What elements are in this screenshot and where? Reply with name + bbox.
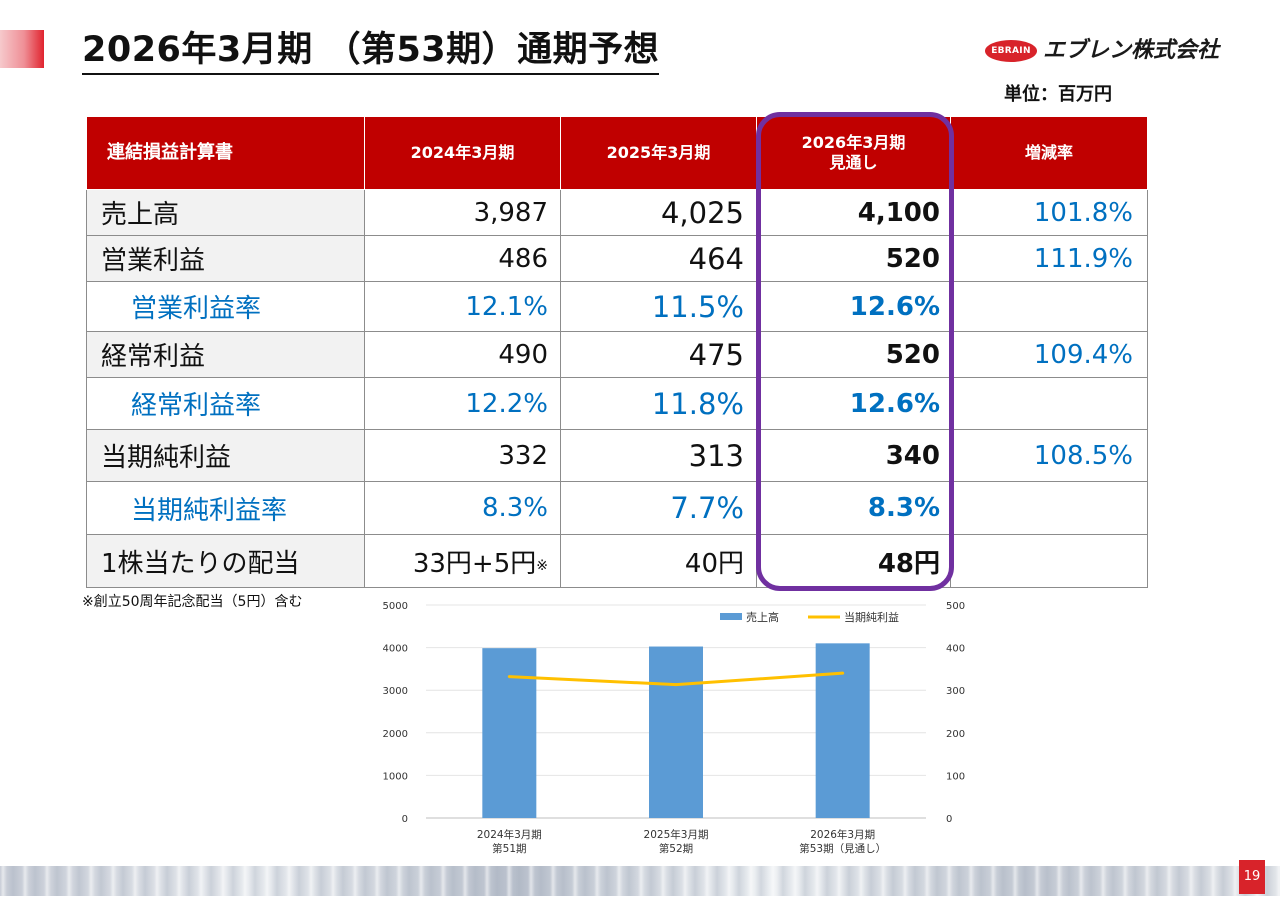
row-label: 売上高: [86, 189, 365, 236]
table-row: 当期純利益 332 313 340 108.5%: [86, 429, 1148, 482]
value-change-rate: 108.5%: [950, 429, 1148, 482]
value-change-rate: [950, 534, 1148, 588]
value-change-rate: 109.4%: [950, 331, 1148, 378]
legend-label: 売上高: [746, 610, 779, 624]
value-change-rate: 111.9%: [950, 235, 1148, 282]
value-fy2024: 332: [364, 429, 561, 482]
value-fy2024: 3,987: [364, 189, 561, 236]
company-logo: EBRAIN エブレン株式会社: [985, 36, 1235, 66]
income-statement-table: 連結損益計算書 2024年3月期 2025年3月期 2026年3月期 見通し 増減…: [86, 116, 1148, 588]
title-accent-bar: [0, 30, 44, 68]
footnote: ※創立50周年記念配当（5円）含む: [82, 594, 303, 610]
value-fy2025: 475: [560, 331, 757, 378]
x-tick-label: 2024年3月期: [477, 828, 542, 841]
footnote-mark: ※: [536, 557, 548, 574]
value-fy2026: 8.3%: [756, 481, 951, 535]
value-fy2024: 33円+5円※: [364, 534, 561, 588]
value-fy2026: 12.6%: [756, 377, 951, 430]
table-header-row: 連結損益計算書 2024年3月期 2025年3月期 2026年3月期 見通し 増減…: [86, 116, 1148, 190]
row-label: 経常利益: [86, 331, 365, 378]
table-row: 1株当たりの配当 33円+5円※ 40円 48円: [86, 534, 1148, 588]
y-right-tick-label: 400: [946, 644, 965, 655]
value-fy2024: 12.2%: [364, 377, 561, 430]
header-fy2026-period: 2026年3月期: [801, 133, 906, 152]
table-row: 売上高 3,987 4,025 4,100 101.8%: [86, 189, 1148, 236]
table-row: 当期純利益率 8.3% 7.7% 8.3%: [86, 481, 1148, 535]
unit-label: 単位：百万円: [1004, 84, 1112, 105]
value-fy2026: 520: [756, 235, 951, 282]
dividend-fy2024: 33円+5円: [412, 548, 537, 579]
row-label: 1株当たりの配当: [86, 534, 365, 588]
value-fy2026: 48円: [756, 534, 951, 588]
header-fy2026-forecast: 見通し: [829, 153, 878, 172]
x-tick-label: 第53期（見通し）: [799, 842, 886, 855]
header-statement: 連結損益計算書: [86, 116, 365, 190]
point-当期純利益: [841, 671, 845, 675]
y-left-tick-label: 2000: [383, 729, 408, 740]
logo-company-name: エブレン株式会社: [1043, 38, 1220, 63]
value-fy2026: 520: [756, 331, 951, 378]
point-当期純利益: [674, 683, 678, 687]
value-fy2025: 11.8%: [560, 377, 757, 430]
value-change-rate: [950, 481, 1148, 535]
header-fy2024: 2024年3月期: [364, 116, 561, 190]
x-tick-label: 2025年3月期: [644, 828, 709, 841]
value-fy2026: 4,100: [756, 189, 951, 236]
value-fy2025: 4,025: [560, 189, 757, 236]
y-right-tick-label: 300: [946, 686, 965, 697]
y-left-tick-label: 1000: [383, 771, 408, 782]
y-left-tick-label: 4000: [383, 644, 408, 655]
footer-decoration: [0, 866, 1280, 896]
value-fy2024: 12.1%: [364, 281, 561, 332]
header-fy2026: 2026年3月期 見通し: [756, 116, 951, 190]
table-row: 営業利益 486 464 520 111.9%: [86, 235, 1148, 282]
header-change-rate: 増減率: [950, 116, 1148, 190]
page-title: 2026年3月期 （第53期）通期予想: [82, 28, 660, 75]
logo-badge: EBRAIN: [985, 40, 1037, 62]
value-change-rate: [950, 377, 1148, 430]
bar-売上高: [482, 648, 537, 818]
y-left-tick-label: 3000: [383, 686, 408, 697]
sales-net-income-chart: 0 1000 2000 3000 4000 5000 0 100 200 300 400 500 202…: [383, 601, 966, 855]
value-change-rate: 101.8%: [950, 189, 1148, 236]
bar-売上高: [815, 643, 870, 818]
row-label: 営業利益率: [86, 281, 365, 332]
value-fy2024: 486: [364, 235, 561, 282]
value-fy2025: 11.5%: [560, 281, 757, 332]
row-label: 営業利益: [86, 235, 365, 282]
table-row: 経常利益 490 475 520 109.4%: [86, 331, 1148, 378]
y-left-tick-label: 0: [402, 814, 408, 825]
table-row: 営業利益率 12.1% 11.5% 12.6%: [86, 281, 1148, 332]
value-fy2026: 12.6%: [756, 281, 951, 332]
value-fy2025: 7.7%: [560, 481, 757, 535]
y-left-tick-label: 5000: [383, 601, 408, 612]
table-row: 経常利益率 12.2% 11.8% 12.6%: [86, 377, 1148, 430]
value-fy2025: 464: [560, 235, 757, 282]
value-fy2024: 490: [364, 331, 561, 378]
value-change-rate: [950, 281, 1148, 332]
y-right-tick-label: 500: [946, 601, 965, 612]
header-fy2025: 2025年3月期: [560, 116, 757, 190]
y-right-tick-label: 100: [946, 771, 965, 782]
value-fy2026: 340: [756, 429, 951, 482]
point-当期純利益: [507, 675, 511, 679]
bar-売上高: [649, 646, 703, 818]
x-tick-label: 2026年3月期: [810, 828, 875, 841]
row-label: 経常利益率: [86, 377, 365, 430]
y-right-tick-label: 200: [946, 729, 965, 740]
row-label: 当期純利益率: [86, 481, 365, 535]
value-fy2025: 40円: [560, 534, 757, 588]
x-tick-label: 第52期: [659, 842, 693, 855]
legend-label: 当期純利益: [844, 610, 899, 624]
row-label: 当期純利益: [86, 429, 365, 482]
legend-swatch-bar: [720, 613, 742, 620]
value-fy2024: 8.3%: [364, 481, 561, 535]
y-right-tick-label: 0: [946, 814, 952, 825]
value-fy2025: 313: [560, 429, 757, 482]
page-number: 19: [1239, 860, 1265, 894]
x-tick-label: 第51期: [492, 842, 526, 855]
